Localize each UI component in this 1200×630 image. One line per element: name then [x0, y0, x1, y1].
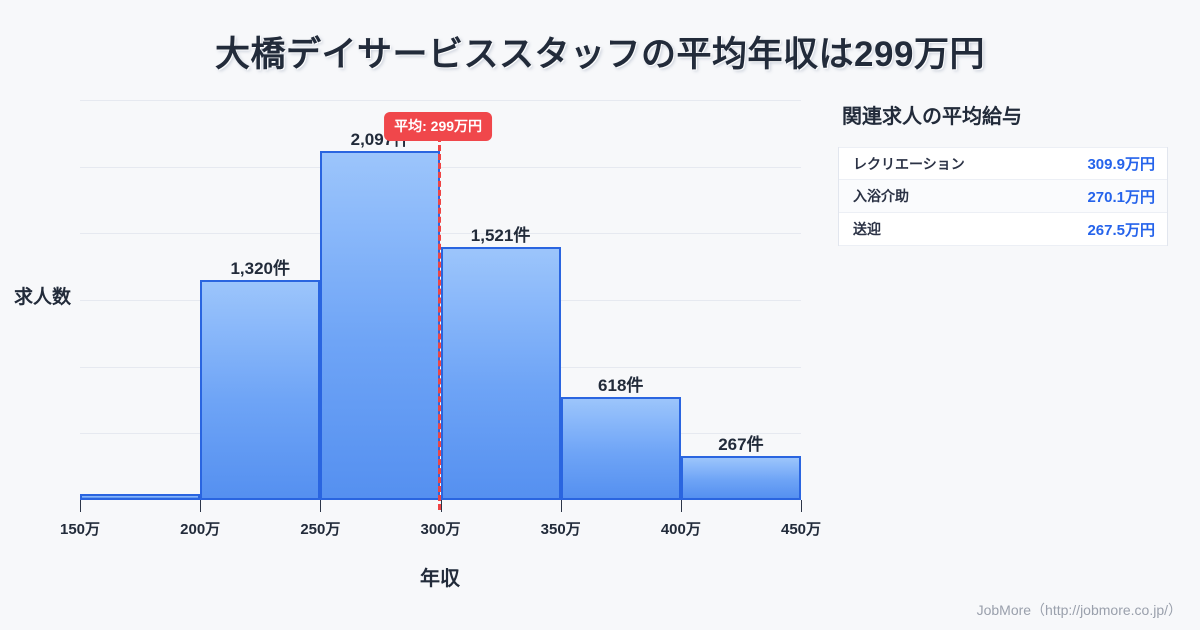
histogram-bar[interactable]	[560, 397, 681, 500]
x-axis-tick-label: 150万	[59, 521, 101, 538]
x-axis-tick	[680, 500, 682, 512]
related-salary-table: レクリエーション 309.9万円入浴介助 270.1万円送迎 267.5万円	[838, 147, 1168, 246]
page-title: 大橋デイサービススタッフの平均年収は299万円	[215, 35, 985, 74]
x-axis-tick-label: 200万	[180, 521, 221, 538]
x-axis-tick-label: 350万	[540, 521, 581, 538]
histogram-bar[interactable]	[200, 280, 321, 500]
gridline	[80, 100, 801, 101]
related-salary-panel: 関連求人の平均給与 レクリエーション 309.9万円入浴介助 270.1万円送迎 26…	[838, 100, 1168, 246]
x-axis-tick-label: 250万	[300, 521, 341, 538]
related-salary-row[interactable]: レクリエーション 309.9万円	[839, 147, 1167, 180]
related-salary-row-value: 267.5万円	[1087, 221, 1155, 239]
average-badge: 平均: 299万円	[384, 112, 493, 141]
bar-value-label: 618件	[598, 376, 644, 395]
source-watermark: JobMore（http://jobmore.co.jp/）	[976, 602, 1182, 618]
chart-container: 求人数 年収 1,320件 2,097件 1,521件 618件 267件 150万 200…	[0, 90, 830, 600]
related-salary-row-name: 入浴介助	[853, 188, 909, 204]
related-salary-row-value: 270.1万円	[1087, 188, 1155, 206]
y-axis-title: 求人数	[14, 287, 72, 308]
x-axis-tick	[560, 500, 562, 512]
related-salary-row-name: 送迎	[853, 221, 881, 237]
x-axis-tick-label: 450万	[780, 521, 822, 538]
related-salary-row-name: レクリエーション	[853, 155, 965, 172]
histogram-bar[interactable]	[680, 455, 801, 500]
histogram-bar[interactable]	[440, 246, 561, 500]
bar-value-label: 267件	[718, 434, 764, 454]
x-axis-title: 年収	[420, 568, 460, 590]
bar-value-label: 1,320件	[230, 259, 290, 278]
x-axis-tick-label: 300万	[420, 521, 461, 538]
related-salary-row[interactable]: 入浴介助 270.1万円	[839, 180, 1167, 213]
histogram-bar[interactable]	[320, 150, 441, 500]
related-salary-row-value: 309.9万円	[1087, 156, 1155, 173]
related-salary-title: 関連求人の平均給与	[842, 106, 1022, 128]
x-axis-tick	[801, 500, 802, 512]
x-axis-tick	[320, 500, 322, 512]
x-axis-tick	[200, 500, 202, 512]
related-salary-row[interactable]: 送迎 267.5万円	[839, 213, 1167, 246]
x-axis-tick-label: 400万	[660, 521, 701, 538]
x-axis-tick	[80, 500, 81, 512]
histogram-bar[interactable]	[80, 494, 201, 500]
plot-area: 1,320件 2,097件 1,521件 618件 267件 150万 200万 250万 30…	[60, 100, 821, 538]
bar-value-label: 1,521件	[470, 225, 531, 245]
average-line	[438, 136, 442, 510]
